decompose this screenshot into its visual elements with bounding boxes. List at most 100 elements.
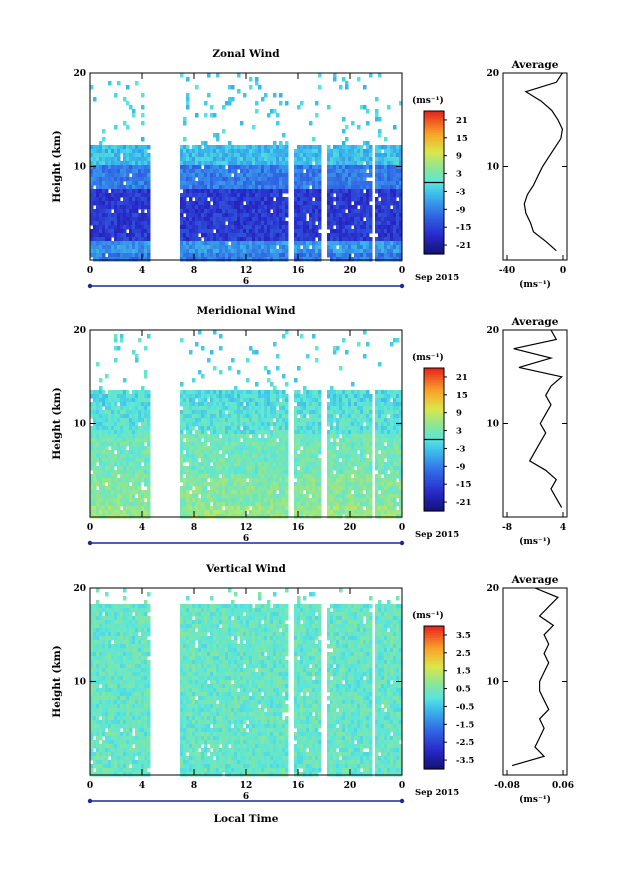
colorbar-segment	[424, 184, 444, 188]
colorbar-segment	[424, 372, 444, 376]
colorbar-segment	[424, 446, 444, 450]
date-marker	[87, 540, 93, 546]
colorbar-segment	[424, 506, 444, 510]
profile-x-tick-label: -8	[502, 523, 512, 533]
colorbar-segment	[424, 215, 444, 219]
colorbar-segment	[424, 630, 444, 634]
colorbar-segment	[424, 377, 444, 381]
colorbar-tick-label: 3.5	[456, 631, 471, 641]
profile-x-label: (ms⁻¹)	[519, 536, 551, 547]
colorbar-segment	[424, 206, 444, 210]
colorbar-segment	[424, 759, 444, 763]
colorbar-segment	[424, 730, 444, 734]
colorbar-tick-label: -15	[456, 480, 471, 490]
x-tick-label: 0	[87, 523, 93, 533]
colorbar-segment	[424, 633, 444, 637]
colorbar-segment	[424, 456, 444, 460]
colorbar-segment	[424, 434, 444, 438]
colorbar-segment	[424, 465, 444, 469]
colorbar-segment	[424, 702, 444, 706]
colorbar-segment	[424, 156, 444, 160]
colorbar-segment	[424, 418, 444, 422]
colorbar-segment	[424, 718, 444, 722]
colorbar-segment	[424, 382, 444, 386]
profile-x-tick-label: 0.06	[552, 781, 574, 791]
average-profile: Average 10 20 -8 4 (ms⁻¹)	[486, 316, 568, 547]
colorbar-segment	[424, 192, 444, 196]
colorbar-tick-label: -3.5	[456, 756, 474, 766]
y-axis-label: Height (km)	[51, 130, 63, 202]
colorbar-segment	[424, 153, 444, 157]
colorbar-tick-label: -3	[456, 187, 466, 197]
colorbar-segment	[424, 671, 444, 675]
colorbar-segment	[424, 403, 444, 407]
colorbar-segment	[424, 628, 444, 632]
colorbar-segment	[424, 161, 444, 165]
colorbar-segment	[424, 146, 444, 150]
colorbar-segment	[424, 203, 444, 207]
colorbar-segment	[424, 740, 444, 744]
colorbar-segment	[424, 425, 444, 429]
colorbar-segment	[424, 432, 444, 436]
colorbar-segment	[424, 764, 444, 768]
panel-zonal-wind: Zonal Wind 10 20 Height (km) 0 4 8 12 16 20 0 6 Sep …	[51, 48, 568, 290]
colorbar-segment	[424, 487, 444, 491]
colorbar-tick-label: 2.5	[456, 649, 471, 659]
colorbar-segment	[424, 626, 444, 629]
colorbar-segment	[424, 387, 444, 391]
x-axis-label: Local Time	[214, 813, 279, 825]
profile-x-tick-label: -40	[499, 266, 515, 276]
colorbar-segment	[424, 218, 444, 222]
colorbar-segment	[424, 379, 444, 383]
colorbar-segment	[424, 640, 444, 644]
panel-vertical-wind: Vertical Wind 10 20 Height (km) 0 4 8 12 16 20 0 6 S…	[51, 563, 574, 805]
colorbar-segment	[424, 389, 444, 393]
colorbar-segment	[424, 637, 444, 641]
y-tick-label: 10	[73, 420, 86, 430]
colorbar-segment	[424, 635, 444, 639]
colorbar-segment	[424, 220, 444, 224]
colorbar-segment	[424, 673, 444, 677]
colorbar-segment	[424, 484, 444, 488]
x-tick-label: 4	[139, 523, 145, 533]
colorbar-segment	[424, 699, 444, 703]
date-suffix: Sep 2015	[415, 788, 459, 798]
colorbar-segment	[424, 170, 444, 174]
x-tick-label: 0	[399, 781, 405, 791]
profile-title: Average	[511, 59, 559, 71]
colorbar-segment	[424, 738, 444, 741]
colorbar-segment	[424, 659, 444, 663]
colorbar-segment	[424, 415, 444, 419]
colorbar-tick-label: 1.5	[456, 667, 471, 677]
colorbar-unit: (ms⁻¹)	[412, 352, 444, 363]
colorbar-segment	[424, 120, 444, 124]
colorbar-segment	[424, 439, 444, 443]
colorbar-segment	[424, 647, 444, 651]
y-tick-label: 20	[73, 326, 86, 336]
colorbar-segment	[424, 704, 444, 708]
colorbar-segment	[424, 477, 444, 481]
colorbar-segment	[424, 232, 444, 236]
colorbar-segment	[424, 246, 444, 250]
colorbar-segment	[424, 460, 444, 464]
x-tick-label: 20	[344, 523, 357, 533]
colorbar-segment	[424, 165, 444, 169]
date-marker	[399, 283, 405, 289]
x-tick-label: 12	[240, 781, 253, 791]
colorbar-segment	[424, 251, 444, 255]
profile-line	[511, 587, 559, 767]
colorbar-segment	[424, 697, 444, 701]
colorbar-segment	[424, 501, 444, 505]
colorbar-segment	[424, 470, 444, 474]
x-tick-label: 0	[87, 266, 93, 276]
x-tick-label: 16	[292, 781, 305, 791]
colorbar-segment	[424, 449, 444, 453]
colorbar-segment	[424, 444, 444, 448]
colorbar-segment	[424, 503, 444, 507]
date-label: 6	[243, 534, 249, 544]
y-tick-label: 20	[73, 584, 86, 594]
date-label: 6	[243, 277, 249, 287]
colorbar-segment	[424, 201, 444, 205]
colorbar-segment	[424, 458, 444, 462]
